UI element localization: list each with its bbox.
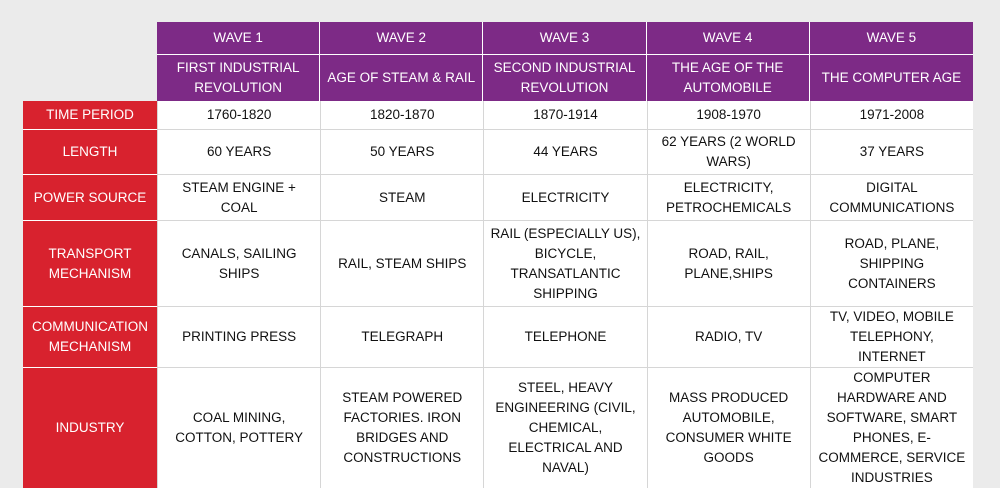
table-cell: 1908-1970 <box>646 101 810 130</box>
table-cell: 1971-2008 <box>809 101 973 130</box>
table-cell: 1760-1820 <box>157 101 321 130</box>
table-cell: COAL MINING, COTTON, POTTERY <box>157 368 321 488</box>
wave-header: WAVE 4 <box>646 22 810 55</box>
table-cell: STEAM ENGINE + COAL <box>157 175 321 221</box>
table-cell: ELECTRICITY, PETROCHEMICALS <box>646 175 810 221</box>
table-cell: ROAD, RAIL, PLANE,SHIPS <box>646 221 810 307</box>
era-header: AGE OF STEAM & RAIL <box>320 55 484 101</box>
table-cell: 44 YEARS <box>483 130 647 175</box>
table-row: INDUSTRY COAL MINING, COTTON, POTTERY ST… <box>23 368 973 488</box>
table-cell: PRINTING PRESS <box>157 307 321 368</box>
table-cell: ELECTRICITY <box>483 175 647 221</box>
table-cell: TELEGRAPH <box>320 307 484 368</box>
table-cell: TELEPHONE <box>483 307 647 368</box>
row-header-power-source: POWER SOURCE <box>23 175 157 221</box>
table-cell: CANALS, SAILING SHIPS <box>157 221 321 307</box>
table-cell: RAIL (ESPECIALLY US), BICYCLE, TRANSATLA… <box>483 221 647 307</box>
table-cell: 60 YEARS <box>157 130 321 175</box>
table-cell: STEEL, HEAVY ENGINEERING (CIVIL, CHEMICA… <box>483 368 647 488</box>
table-cell: 1870-1914 <box>483 101 647 130</box>
table-cell: RADIO, TV <box>646 307 810 368</box>
table-cell: DIGITAL COMMUNICATIONS <box>809 175 973 221</box>
wave-header: WAVE 1 <box>157 22 321 55</box>
row-header-time-period: TIME PERIOD <box>23 101 157 130</box>
wave-header-row: WAVE 1 WAVE 2 WAVE 3 WAVE 4 WAVE 5 <box>23 22 973 55</box>
corner-blank <box>23 22 157 55</box>
corner-blank <box>23 55 157 101</box>
era-header: THE AGE OF THE AUTOMOBILE <box>646 55 810 101</box>
era-header: SECOND INDUSTRIAL REVOLUTION <box>483 55 647 101</box>
table-row: TRANSPORT MECHANISM CANALS, SAILING SHIP… <box>23 221 973 307</box>
row-header-transport-mechanism: TRANSPORT MECHANISM <box>23 221 157 307</box>
wave-header: WAVE 2 <box>320 22 484 55</box>
era-header: THE COMPUTER AGE <box>809 55 973 101</box>
wave-header: WAVE 3 <box>483 22 647 55</box>
table-row: TIME PERIOD 1760-1820 1820-1870 1870-191… <box>23 101 973 130</box>
table-row: POWER SOURCE STEAM ENGINE + COAL STEAM E… <box>23 175 973 221</box>
table-row: LENGTH 60 YEARS 50 YEARS 44 YEARS 62 YEA… <box>23 130 973 175</box>
era-header-row: FIRST INDUSTRIAL REVOLUTION AGE OF STEAM… <box>23 55 973 101</box>
industrial-waves-table-container: WAVE 1 WAVE 2 WAVE 3 WAVE 4 WAVE 5 FIRST… <box>23 22 973 488</box>
table-cell: ROAD, PLANE, SHIPPING CONTAINERS <box>809 221 973 307</box>
table-cell: STEAM <box>320 175 484 221</box>
row-header-industry: INDUSTRY <box>23 368 157 488</box>
table-cell: TV, VIDEO, MOBILE TELEPHONY, INTERNET <box>809 307 973 368</box>
wave-header: WAVE 5 <box>809 22 973 55</box>
table-cell: RAIL, STEAM SHIPS <box>320 221 484 307</box>
table-cell: COMPUTER HARDWARE AND SOFTWARE, SMART PH… <box>809 368 973 488</box>
table-cell: 62 YEARS (2 WORLD WARS) <box>646 130 810 175</box>
table-row: COMMUNICATION MECHANISM PRINTING PRESS T… <box>23 307 973 368</box>
row-header-communication-mechanism: COMMUNICATION MECHANISM <box>23 307 157 368</box>
table-cell: 50 YEARS <box>320 130 484 175</box>
table-cell: 1820-1870 <box>320 101 484 130</box>
table-cell: MASS PRODUCED AUTOMOBILE, CONSUMER WHITE… <box>646 368 810 488</box>
table-cell: STEAM POWERED FACTORIES. IRON BRIDGES AN… <box>320 368 484 488</box>
era-header: FIRST INDUSTRIAL REVOLUTION <box>157 55 321 101</box>
table-cell: 37 YEARS <box>809 130 973 175</box>
row-header-length: LENGTH <box>23 130 157 175</box>
industrial-waves-table: WAVE 1 WAVE 2 WAVE 3 WAVE 4 WAVE 5 FIRST… <box>23 22 973 488</box>
